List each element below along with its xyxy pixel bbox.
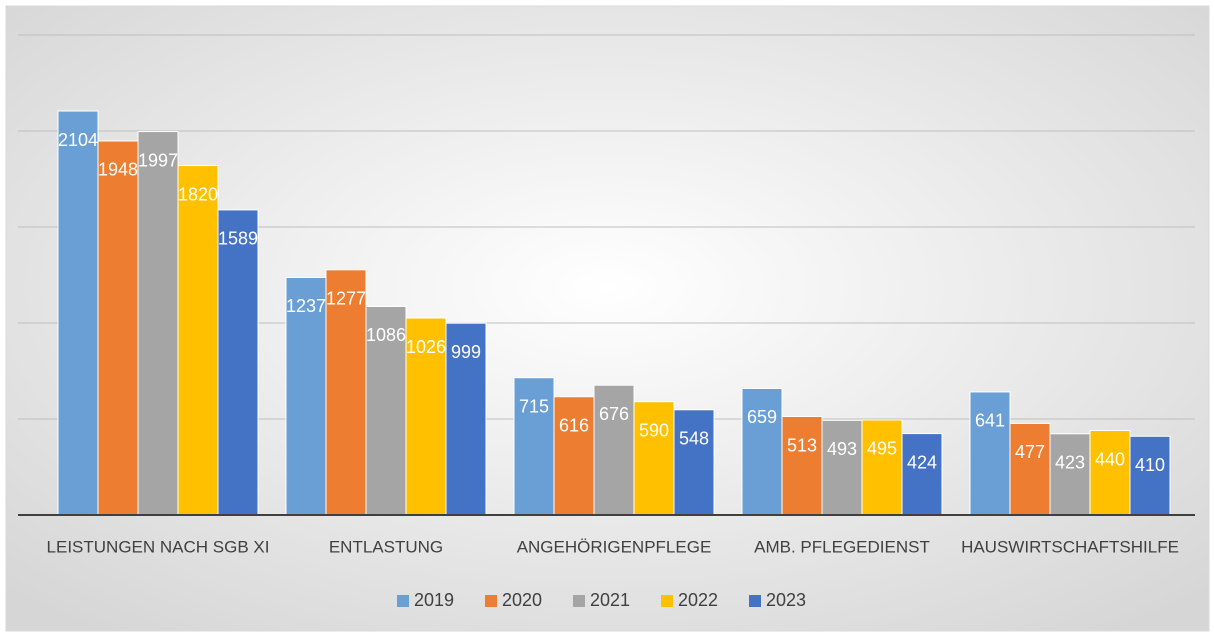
x-tick-label: LEISTUNGEN NACH SGB XI — [47, 537, 270, 556]
data-label: 641 — [975, 411, 1005, 431]
bar — [217, 209, 259, 516]
data-label: 513 — [787, 435, 817, 455]
bar — [741, 387, 783, 516]
legend-swatch — [661, 595, 673, 607]
data-label: 1948 — [98, 160, 138, 180]
legend-swatch — [749, 595, 761, 607]
bar — [593, 384, 635, 516]
bar — [673, 409, 715, 516]
data-label: 999 — [451, 342, 481, 362]
bar — [57, 110, 99, 516]
data-label: 548 — [679, 429, 709, 449]
x-tick-label: ANGEHÖRIGENPFLEGE — [517, 537, 712, 556]
data-label: 1086 — [366, 325, 406, 345]
x-tick-label: HAUSWIRTSCHAFTSHILFE — [961, 537, 1179, 556]
data-label: 424 — [907, 452, 937, 472]
data-label: 1820 — [178, 184, 218, 204]
legend-label: 2021 — [590, 590, 630, 610]
data-label: 616 — [559, 415, 589, 435]
bar — [1009, 422, 1051, 516]
bar — [553, 396, 595, 516]
bar — [969, 391, 1011, 516]
data-label: 590 — [639, 420, 669, 440]
legend-label: 2020 — [502, 590, 542, 610]
data-label: 477 — [1015, 442, 1045, 462]
data-label: 2104 — [58, 130, 98, 150]
legend-swatch — [485, 595, 497, 607]
bar — [97, 140, 139, 516]
bar — [445, 322, 487, 516]
x-tick-label: AMB. PFLEGEDIENST — [754, 537, 930, 556]
legend-swatch — [397, 595, 409, 607]
bar — [861, 419, 903, 516]
legend-label: 2023 — [766, 590, 806, 610]
data-label: 1277 — [326, 289, 366, 309]
bar — [137, 131, 179, 516]
bar — [901, 433, 943, 516]
legend-label: 2022 — [678, 590, 718, 610]
data-label: 1589 — [218, 229, 258, 249]
data-label: 423 — [1055, 453, 1085, 473]
legend-label: 2019 — [414, 590, 454, 610]
data-label: 410 — [1135, 455, 1165, 475]
data-label: 495 — [867, 439, 897, 459]
bar — [325, 269, 367, 516]
bar — [821, 419, 863, 516]
data-label: 676 — [599, 404, 629, 424]
data-label: 1026 — [406, 337, 446, 357]
bar — [177, 165, 219, 516]
x-tick-label: ENTLASTUNG — [329, 537, 443, 556]
data-label: 659 — [747, 407, 777, 427]
data-label: 715 — [519, 396, 549, 416]
bar — [365, 305, 407, 516]
bar — [633, 401, 675, 516]
bar — [1089, 430, 1131, 516]
data-label: 440 — [1095, 449, 1125, 469]
bar — [1049, 433, 1091, 516]
data-label: 1237 — [286, 296, 326, 316]
legend-swatch — [573, 595, 585, 607]
bar — [781, 416, 823, 516]
bar — [1129, 435, 1171, 516]
data-label: 1997 — [138, 150, 178, 170]
data-label: 493 — [827, 439, 857, 459]
